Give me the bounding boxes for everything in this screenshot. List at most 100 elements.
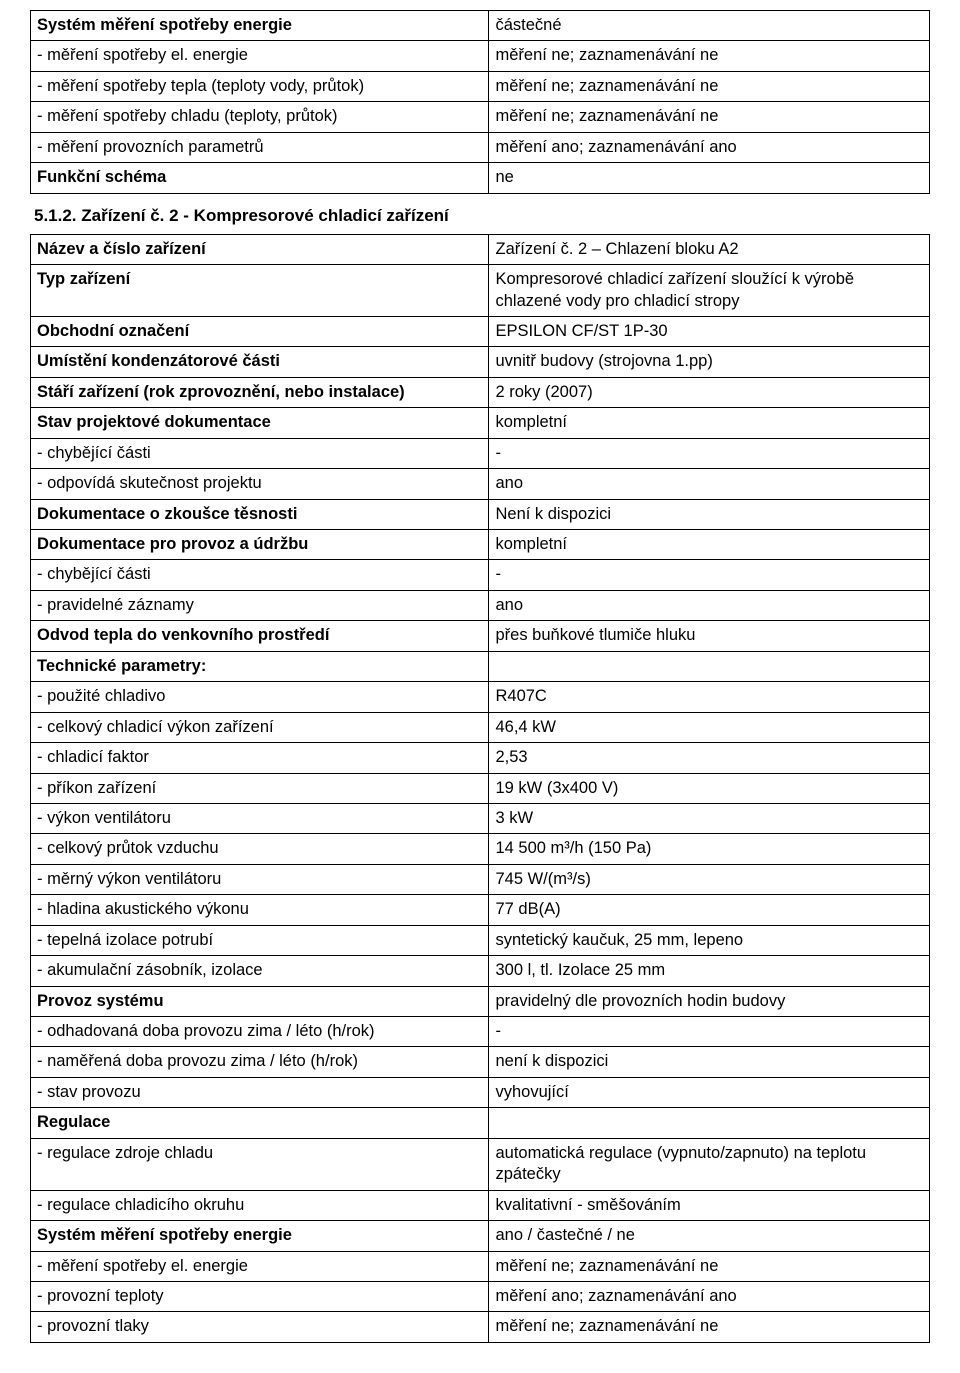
row-value: ano [489,590,930,620]
row-value: částečné [489,11,930,41]
table-row: - tepelná izolace potrubísyntetický kauč… [31,925,930,955]
table-row: Stáří zařízení (rok zprovoznění, nebo in… [31,377,930,407]
row-value: Kompresorové chladicí zařízení sloužící … [489,265,930,317]
table-row: Provoz systémupravidelný dle provozních … [31,986,930,1016]
row-value: syntetický kaučuk, 25 mm, lepeno [489,925,930,955]
row-label: Funkční schéma [31,163,489,193]
table-row: Umístění kondenzátorové částiuvnitř budo… [31,347,930,377]
row-label: - regulace chladicího okruhu [31,1190,489,1220]
row-value: není k dispozici [489,1047,930,1077]
row-value: kompletní [489,408,930,438]
table-row: Dokumentace o zkoušce těsnostiNení k dis… [31,499,930,529]
table-row: - akumulační zásobník, izolace300 l, tl.… [31,956,930,986]
row-value [489,651,930,681]
row-label: - odhadovaná doba provozu zima / léto (h… [31,1017,489,1047]
row-value: 14 500 m³/h (150 Pa) [489,834,930,864]
table-row: - provozní tlakyměření ne; zaznamenávání… [31,1312,930,1342]
row-value: 745 W/(m³/s) [489,864,930,894]
row-value: měření ne; zaznamenávání ne [489,1312,930,1342]
row-label: - měření spotřeby chladu (teploty, průto… [31,102,489,132]
row-value: 300 l, tl. Izolace 25 mm [489,956,930,986]
row-label: - akumulační zásobník, izolace [31,956,489,986]
row-label: - celkový průtok vzduchu [31,834,489,864]
row-label: - měření spotřeby el. energie [31,1251,489,1281]
row-label: Název a číslo zařízení [31,234,489,264]
table-row: Obchodní označeníEPSILON CF/ST 1P-30 [31,316,930,346]
table-row: - provozní teplotyměření ano; zaznamenáv… [31,1281,930,1311]
row-value: 2,53 [489,743,930,773]
row-value: pravidelný dle provozních hodin budovy [489,986,930,1016]
row-value: 3 kW [489,803,930,833]
table-row: - odpovídá skutečnost projektuano [31,469,930,499]
table-energy-measurement: Systém měření spotřeby energiečástečné- … [30,10,930,194]
table-row: - hladina akustického výkonu77 dB(A) [31,895,930,925]
table-row: - příkon zařízení19 kW (3x400 V) [31,773,930,803]
table-row: - chybějící části- [31,560,930,590]
row-label: Technické parametry: [31,651,489,681]
row-label: - celkový chladicí výkon zařízení [31,712,489,742]
table-row: - celkový chladicí výkon zařízení46,4 kW [31,712,930,742]
row-label: Stáří zařízení (rok zprovoznění, nebo in… [31,377,489,407]
row-value: - [489,1017,930,1047]
row-label: - měrný výkon ventilátoru [31,864,489,894]
row-value: 2 roky (2007) [489,377,930,407]
table-row: Stav projektové dokumentacekompletní [31,408,930,438]
row-label: - stav provozu [31,1077,489,1107]
row-label: - provozní tlaky [31,1312,489,1342]
table-row: - měření provozních parametrůměření ano;… [31,132,930,162]
row-value: měření ne; zaznamenávání ne [489,1251,930,1281]
row-value: automatická regulace (vypnuto/zapnuto) n… [489,1138,930,1190]
row-label: Regulace [31,1108,489,1138]
row-value: kvalitativní - směšováním [489,1190,930,1220]
row-label: Odvod tepla do venkovního prostředí [31,621,489,651]
table-row: - chybějící části- [31,438,930,468]
row-label: - tepelná izolace potrubí [31,925,489,955]
table-row: - použité chladivoR407C [31,682,930,712]
table-row: - regulace chladicího okruhukvalitativní… [31,1190,930,1220]
table-row: Název a číslo zařízeníZařízení č. 2 – Ch… [31,234,930,264]
row-value: měření ne; zaznamenávání ne [489,41,930,71]
row-label: Dokumentace pro provoz a údržbu [31,530,489,560]
row-label: - výkon ventilátoru [31,803,489,833]
row-label: - příkon zařízení [31,773,489,803]
row-label: - použité chladivo [31,682,489,712]
row-label: - měření provozních parametrů [31,132,489,162]
table-row: - výkon ventilátoru3 kW [31,803,930,833]
row-label: - odpovídá skutečnost projektu [31,469,489,499]
row-value: R407C [489,682,930,712]
table-row: - měření spotřeby el. energieměření ne; … [31,41,930,71]
row-label: - provozní teploty [31,1281,489,1311]
table-row: Funkční schémane [31,163,930,193]
table-row: - měření spotřeby el. energieměření ne; … [31,1251,930,1281]
row-value: měření ne; zaznamenávání ne [489,71,930,101]
table-row: - měření spotřeby tepla (teploty vody, p… [31,71,930,101]
row-value: - [489,438,930,468]
row-value: 19 kW (3x400 V) [489,773,930,803]
row-value: ne [489,163,930,193]
row-label: Typ zařízení [31,265,489,317]
row-label: Provoz systému [31,986,489,1016]
row-value [489,1108,930,1138]
table-device-2: Název a číslo zařízeníZařízení č. 2 – Ch… [30,234,930,1343]
table-row: - chladicí faktor2,53 [31,743,930,773]
row-label: - naměřená doba provozu zima / léto (h/r… [31,1047,489,1077]
row-value: měření ne; zaznamenávání ne [489,102,930,132]
table-row: - regulace zdroje chladuautomatická regu… [31,1138,930,1190]
row-label: - chybějící části [31,560,489,590]
row-label: - regulace zdroje chladu [31,1138,489,1190]
row-label: - měření spotřeby el. energie [31,41,489,71]
table-row: Technické parametry: [31,651,930,681]
row-value: ano / častečné / ne [489,1221,930,1251]
table-row: Regulace [31,1108,930,1138]
row-value: vyhovující [489,1077,930,1107]
row-value: uvnitř budovy (strojovna 1.pp) [489,347,930,377]
row-label: - měření spotřeby tepla (teploty vody, p… [31,71,489,101]
row-value: měření ano; zaznamenávání ano [489,1281,930,1311]
table-row: Systém měření spotřeby energiečástečné [31,11,930,41]
table-row: - odhadovaná doba provozu zima / léto (h… [31,1017,930,1047]
row-value: ano [489,469,930,499]
section-heading: 5.1.2. Zařízení č. 2 - Kompresorové chla… [34,206,930,226]
table-row: Typ zařízeníKompresorové chladicí zaříze… [31,265,930,317]
row-value: 77 dB(A) [489,895,930,925]
row-label: Stav projektové dokumentace [31,408,489,438]
